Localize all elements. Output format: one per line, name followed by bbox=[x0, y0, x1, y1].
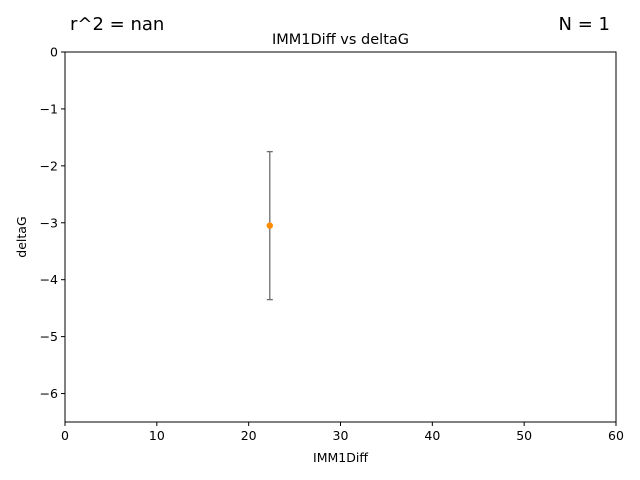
x-tick-label: 30 bbox=[333, 428, 349, 443]
x-tick-label: 40 bbox=[424, 428, 440, 443]
y-axis-label: deltaG bbox=[14, 216, 29, 257]
x-tick-label: 20 bbox=[241, 428, 257, 443]
data-point bbox=[266, 222, 273, 229]
y-tick-label: −2 bbox=[40, 158, 58, 173]
r-squared-annotation: r^2 = nan bbox=[70, 14, 164, 35]
y-tick-label: −3 bbox=[40, 215, 58, 230]
x-axis-label: IMM1Diff bbox=[313, 450, 368, 465]
x-tick-label: 0 bbox=[61, 428, 69, 443]
y-tick-label: −1 bbox=[40, 101, 58, 116]
sample-count-annotation: N = 1 bbox=[559, 14, 610, 35]
x-tick-label: 60 bbox=[608, 428, 624, 443]
axes-frame bbox=[64, 51, 617, 423]
x-tick-label: 50 bbox=[516, 428, 532, 443]
y-tick-label: −4 bbox=[40, 272, 58, 287]
x-tick-label: 10 bbox=[149, 428, 165, 443]
y-tick-label: −6 bbox=[40, 386, 58, 401]
plot-area: 0 10 20 30 40 50 60 0 −1 −2 −3 −4 −5 −6 bbox=[40, 45, 624, 444]
y-tick-label: −5 bbox=[40, 329, 58, 344]
y-tick-label: 0 bbox=[50, 45, 58, 60]
chart-title: IMM1Diff vs deltaG bbox=[272, 32, 409, 48]
